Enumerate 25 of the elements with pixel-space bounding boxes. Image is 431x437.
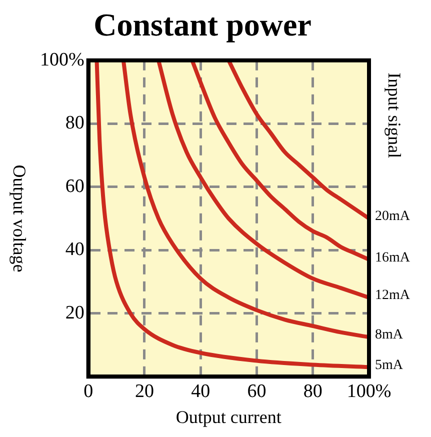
x-tick-label: 80 (303, 380, 322, 402)
series-label: 20mA (375, 209, 411, 224)
x-tick-label: 0 (84, 380, 94, 402)
x-tick-label: 60 (247, 380, 266, 402)
line-series (190, 60, 369, 262)
y-tick-label: 40 (65, 239, 84, 260)
series-label: 16mA (375, 250, 411, 266)
series-label: 12mA (375, 288, 411, 304)
chart-title: Constant power (94, 6, 312, 42)
x-tick-label: 20 (134, 380, 154, 402)
line-series (94, 60, 369, 370)
series-label: 5mA (375, 358, 404, 373)
y-tick-label: 20 (65, 302, 84, 324)
y-axis-title: Output voltage (9, 164, 30, 272)
x-axis-title: Output current (176, 406, 282, 427)
line-series (121, 60, 369, 340)
y-tick-label: 60 (65, 176, 84, 197)
x-tick-label: 100% (346, 380, 392, 402)
series-label: 8mA (375, 328, 404, 343)
x-tick-label: 40 (191, 380, 210, 402)
line-series (226, 60, 369, 220)
y2-axis-title: Input signal (384, 72, 404, 158)
y-tick-label: 100% (40, 49, 84, 70)
y-tick-label: 80 (65, 112, 84, 134)
line-series (156, 60, 369, 300)
